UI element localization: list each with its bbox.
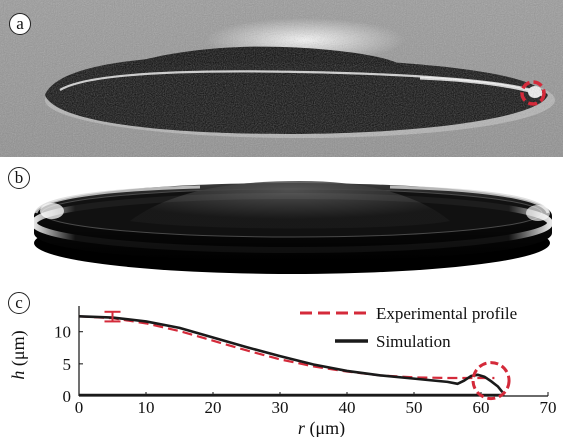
panel-a-circle-marker xyxy=(520,80,546,106)
simulation-line xyxy=(78,314,504,393)
legend-label-experimental: Experimental profile xyxy=(376,304,517,323)
y-tick-label: 10 xyxy=(54,323,71,342)
x-tick-label: 50 xyxy=(406,398,423,417)
panel-a-experimental-image: a xyxy=(0,0,563,157)
y-axis-label: h (μm) xyxy=(8,330,29,379)
experimental-profile-line xyxy=(78,315,495,380)
experimental-image xyxy=(0,0,563,157)
y-tick-label: 5 xyxy=(63,355,72,374)
chart-markers xyxy=(104,310,511,401)
y-tick-label: 0 xyxy=(63,387,72,406)
x-tick-label: 30 xyxy=(272,398,289,417)
x-tick-label: 20 xyxy=(205,398,222,417)
panel-a-label: a xyxy=(9,13,31,35)
legend-label-simulation: Simulation xyxy=(376,332,451,351)
chart-legend: Experimental profile Simulation xyxy=(300,304,517,351)
panel-b-label: b xyxy=(8,167,30,189)
panel-c-label: c xyxy=(8,292,30,314)
x-tick-label: 0 xyxy=(75,398,84,417)
x-axis-label: r (μm) xyxy=(298,418,345,437)
panel-b-simulation-render: b xyxy=(0,161,563,281)
x-tick-label: 70 xyxy=(540,398,557,417)
x-tick-label: 60 xyxy=(473,398,490,417)
simulation-render xyxy=(31,181,553,274)
chart-axes: 0 10 20 30 40 50 60 70 0 5 10 r (μm) h (μm) xyxy=(8,306,557,437)
panel-c-profile-chart: 0 10 20 30 40 50 60 70 0 5 10 r (μm) h (μm) Experime… xyxy=(0,283,563,437)
x-tick-label: 40 xyxy=(339,398,356,417)
circle-marker xyxy=(471,361,511,401)
profile-chart: 0 10 20 30 40 50 60 70 0 5 10 r (μm) h (μm) Experime… xyxy=(8,304,557,437)
chart-series xyxy=(78,314,505,397)
x-tick-label: 10 xyxy=(138,398,155,417)
